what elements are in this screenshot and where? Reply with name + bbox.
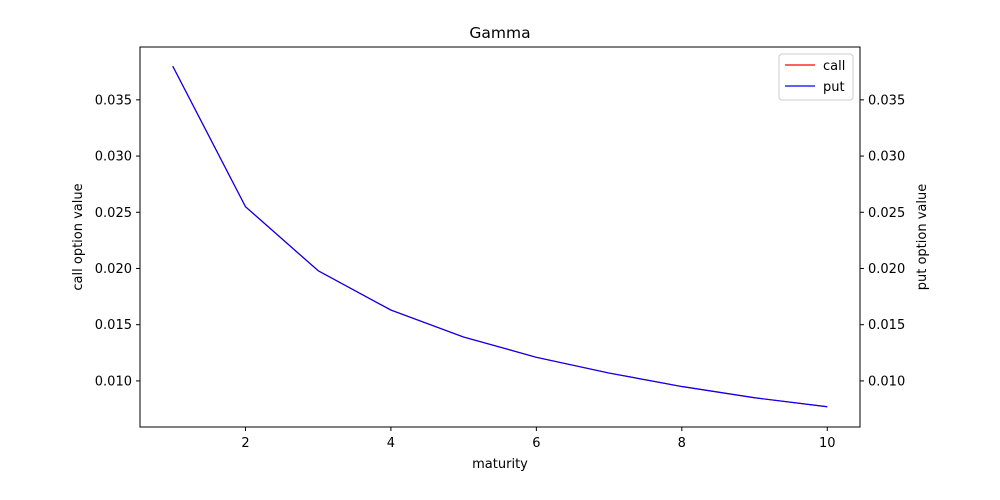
chart-title: Gamma [469,24,530,42]
right-y-tick-label: 0.035 [868,93,905,108]
left-y-tick-label: 0.025 [95,206,132,221]
right-y-tick-label: 0.015 [868,318,905,333]
x-tick-label: 2 [241,436,249,451]
right-y-tick-label: 0.025 [868,206,905,221]
x-tick-label: 6 [532,436,540,451]
x-axis-label: maturity [472,457,528,472]
left-y-tick-label: 0.035 [95,93,132,108]
x-axis-ticks: 2 4 6 8 10 [241,427,836,451]
plot-area-frame [139,46,861,428]
left-y-tick-label: 0.015 [95,318,132,333]
x-tick-label: 10 [819,436,836,451]
legend: call put [778,53,854,101]
series-layer [172,65,828,408]
right-y-tick-label: 0.030 [868,150,905,165]
x-tick-label: 4 [387,436,395,451]
x-tick-label: 8 [678,436,686,451]
legend-label-call: call [823,59,845,74]
right-y-axis-ticks: 0.010 0.015 0.020 0.025 0.030 0.035 [860,93,905,389]
left-y-tick-label: 0.020 [95,262,132,277]
left-y-axis-label: call option value [71,183,86,290]
right-y-tick-label: 0.020 [868,262,905,277]
right-y-axis-label: put option value [915,184,930,290]
left-y-axis-ticks: 0.010 0.015 0.020 0.025 0.030 0.035 [95,93,140,389]
right-y-tick-label: 0.010 [868,374,905,389]
series-line-put [172,65,828,408]
legend-label-put: put [823,80,845,95]
left-y-tick-label: 0.030 [95,150,132,165]
left-y-tick-label: 0.010 [95,374,132,389]
